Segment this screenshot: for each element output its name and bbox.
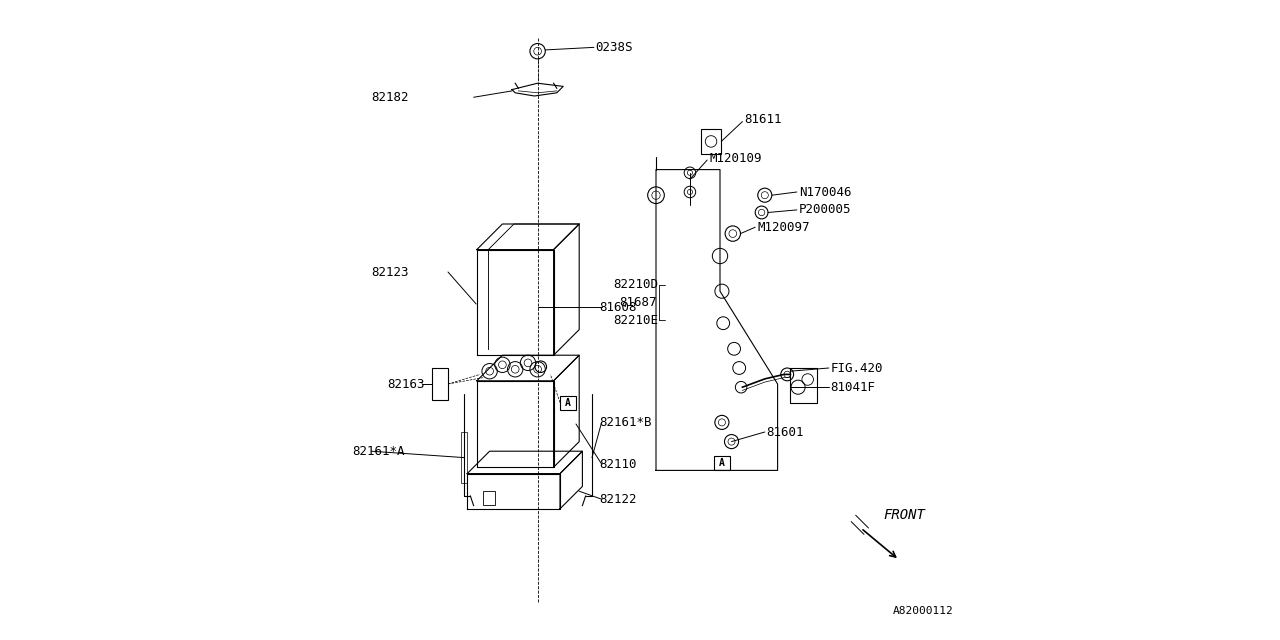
Text: 82210D: 82210D bbox=[613, 278, 658, 291]
Text: FRONT: FRONT bbox=[883, 508, 925, 522]
Text: A: A bbox=[564, 397, 571, 408]
Text: P200005: P200005 bbox=[799, 204, 851, 216]
Text: 82161*A: 82161*A bbox=[352, 445, 404, 458]
Text: 82110: 82110 bbox=[600, 458, 637, 470]
Text: 82182: 82182 bbox=[371, 91, 408, 104]
Text: 82163: 82163 bbox=[387, 378, 425, 390]
Bar bbox=[484, 491, 495, 505]
Text: 81611: 81611 bbox=[745, 113, 782, 126]
Bar bbox=[561, 396, 576, 410]
Text: 81608: 81608 bbox=[600, 301, 637, 314]
Text: 82210E: 82210E bbox=[613, 314, 658, 326]
Text: FIG.420: FIG.420 bbox=[831, 362, 883, 374]
Text: 82122: 82122 bbox=[600, 493, 637, 506]
Text: 81601: 81601 bbox=[767, 426, 804, 438]
Text: 0238S: 0238S bbox=[595, 41, 632, 54]
Bar bbox=[701, 129, 722, 154]
Bar bbox=[714, 456, 730, 470]
Text: 82161*B: 82161*B bbox=[600, 416, 653, 429]
Text: A82000112: A82000112 bbox=[893, 606, 954, 616]
Text: 81687: 81687 bbox=[620, 296, 657, 308]
Text: A: A bbox=[718, 458, 724, 468]
Text: M120097: M120097 bbox=[758, 221, 810, 234]
Text: 82123: 82123 bbox=[371, 266, 408, 278]
Text: 81041F: 81041F bbox=[831, 381, 876, 394]
Text: M120109: M120109 bbox=[709, 152, 762, 165]
Bar bbox=[462, 432, 467, 483]
Bar bbox=[791, 368, 818, 403]
Text: N170046: N170046 bbox=[799, 186, 851, 198]
Bar bbox=[433, 368, 448, 400]
